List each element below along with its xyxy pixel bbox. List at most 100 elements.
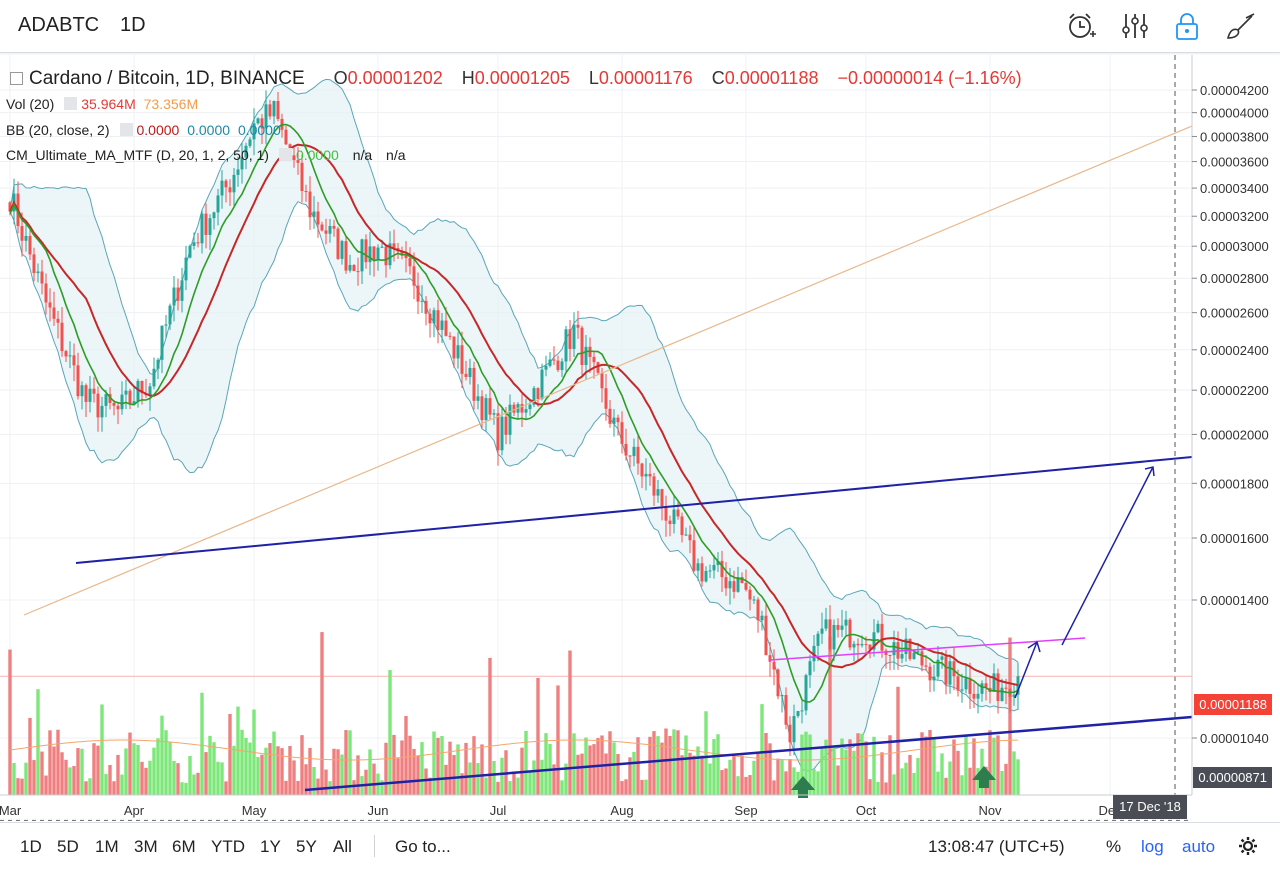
range-5d[interactable]: 5D	[57, 837, 79, 856]
candle-body	[184, 257, 188, 281]
log-toggle[interactable]: log	[1141, 837, 1164, 856]
volume-bar	[456, 744, 460, 795]
projection-arrow-2	[1061, 466, 1155, 646]
candle-body	[752, 599, 756, 601]
bb-value-1: 0.0000	[136, 122, 180, 138]
price-chart[interactable]: 0.00004200 0.00004000 0.00003800 0.00003600…	[0, 55, 1280, 822]
candle-body	[604, 388, 608, 409]
candle-body	[800, 710, 804, 712]
clock-time[interactable]: 13:08:47 (UTC+5)	[928, 837, 1065, 856]
candle-body	[560, 361, 564, 371]
price-tick-label: 0.00003600	[1200, 155, 1269, 170]
symbol-name[interactable]: ADABTC	[18, 14, 100, 36]
volume-bar	[776, 758, 780, 795]
candle-body	[408, 258, 412, 267]
bb-value-3: 0.0000	[237, 122, 281, 138]
range-1m[interactable]: 1M	[95, 837, 119, 856]
volume-bar	[180, 782, 184, 795]
volume-bar	[124, 748, 128, 795]
volume-bar	[16, 778, 20, 795]
candle-body	[168, 305, 172, 325]
volume-bar	[424, 768, 428, 795]
range-3m[interactable]: 3M	[134, 837, 158, 856]
candle-body	[116, 405, 120, 410]
candle-body	[192, 242, 196, 246]
volume-bar	[412, 748, 416, 795]
cm-close-icon[interactable]	[278, 148, 292, 161]
drawing-brush-icon[interactable]	[1224, 10, 1258, 42]
candle-body	[828, 619, 832, 650]
timeframe-selector[interactable]: 1D	[120, 14, 146, 36]
volume-bar	[968, 767, 972, 795]
volume-bar	[624, 779, 628, 795]
candle-body	[676, 509, 680, 517]
candle-body	[128, 390, 132, 404]
percent-toggle[interactable]: %	[1106, 837, 1122, 856]
candle-body	[596, 362, 600, 373]
candle-body	[236, 169, 240, 175]
goto-button[interactable]: Go to...	[395, 837, 451, 856]
volume-bar	[508, 781, 512, 795]
volume-bar	[660, 742, 664, 795]
range-6m[interactable]: 6M	[172, 837, 196, 856]
range-all[interactable]: All	[333, 837, 352, 856]
volume-bar	[948, 761, 952, 795]
price-tick-label: 0.00001040	[1200, 731, 1269, 746]
auto-toggle[interactable]: auto	[1182, 837, 1216, 856]
volume-bar	[1004, 763, 1008, 795]
time-tick-label: Aug	[610, 803, 633, 818]
candle-body	[948, 661, 952, 685]
volume-bar	[96, 745, 100, 795]
range-1d[interactable]: 1D	[20, 837, 42, 856]
candle-body	[96, 393, 100, 418]
bb-close-icon[interactable]	[119, 123, 133, 136]
alarm-clock-icon[interactable]	[1064, 10, 1098, 42]
candle-body	[432, 310, 436, 324]
price-tick-label: 0.00002400	[1200, 343, 1269, 358]
volume-bar	[692, 755, 696, 795]
volume-bar	[604, 753, 608, 795]
lock-icon[interactable]	[1170, 10, 1204, 42]
cm-legend[interactable]: CM_Ultimate_MA_MTF (D, 20, 1, 2, 50, 1) 0…	[6, 147, 410, 163]
candle-body	[956, 676, 960, 691]
volume-bar	[248, 742, 252, 795]
range-ytd[interactable]: YTD	[211, 837, 245, 856]
settings-gear-icon[interactable]	[1238, 836, 1258, 856]
candle-body	[308, 191, 312, 218]
vol-close-icon[interactable]	[64, 97, 78, 110]
volume-bar	[24, 762, 28, 795]
candle-body	[412, 266, 416, 286]
crosshair-price-label: 0.00000871	[1193, 767, 1272, 788]
time-tick-label: Nov	[978, 803, 1002, 818]
range-1y[interactable]: 1Y	[260, 837, 281, 856]
legend-toggle-icon[interactable]	[10, 72, 23, 85]
volume-bar	[356, 755, 360, 795]
candle-body	[728, 581, 732, 589]
candle-body	[756, 599, 760, 621]
volume-bar	[164, 730, 168, 795]
candle-body	[364, 239, 368, 263]
volume-bar	[860, 733, 864, 795]
volume-bar	[380, 780, 384, 795]
close-label: C	[711, 68, 725, 88]
candle-body	[360, 239, 364, 272]
volume-bar	[280, 748, 284, 795]
candle-body	[788, 724, 792, 743]
indicators-icon[interactable]	[1118, 10, 1152, 42]
candle-body	[20, 226, 24, 241]
price-tick-label: 0.00004000	[1200, 106, 1269, 121]
candle-body	[552, 359, 556, 361]
volume-legend[interactable]: Vol (20) 35.964M 73.356M	[6, 96, 202, 112]
candle-body	[700, 563, 704, 582]
range-5y[interactable]: 5Y	[296, 837, 317, 856]
volume-bar	[840, 738, 844, 795]
volume-bar	[640, 779, 644, 795]
volume-bar	[384, 742, 388, 795]
volume-bar	[772, 780, 776, 795]
volume-bar	[460, 773, 464, 795]
volume-bar	[888, 735, 892, 795]
volume-bar	[372, 763, 376, 795]
candle-body	[724, 577, 728, 589]
candle-body	[508, 404, 512, 435]
bb-legend[interactable]: BB (20, close, 2) 0.0000 0.0000 0.0000	[6, 122, 285, 138]
